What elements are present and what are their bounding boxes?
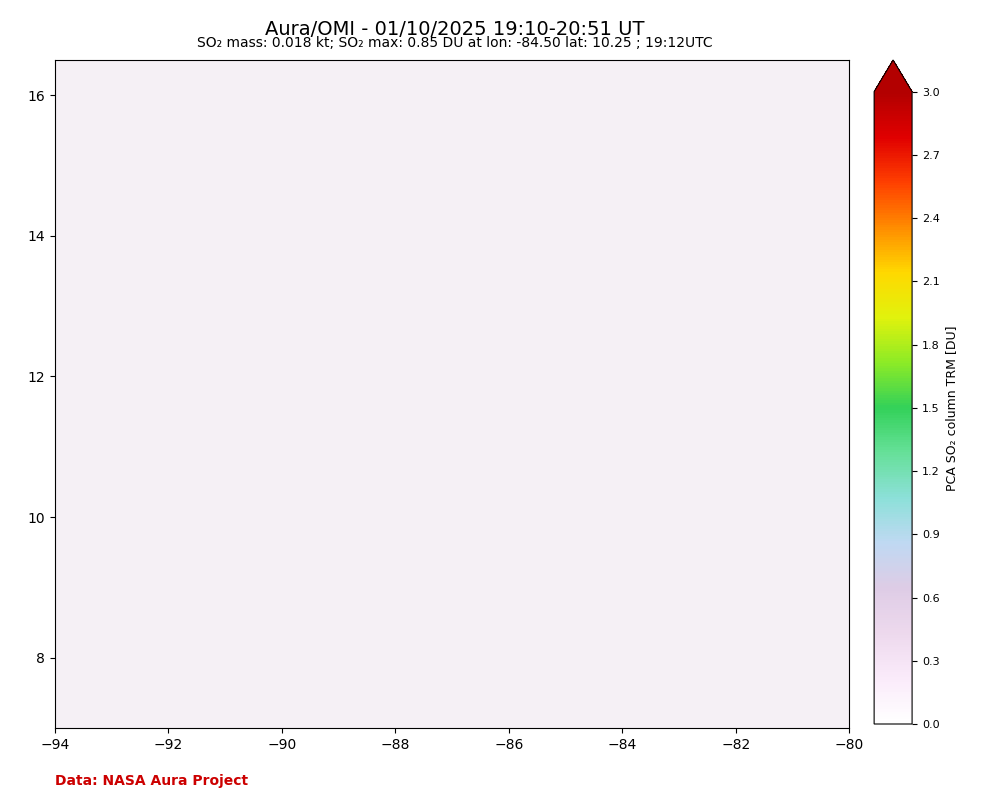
Polygon shape (679, 60, 877, 728)
Text: Aura/OMI - 01/10/2025 19:10-20:51 UT: Aura/OMI - 01/10/2025 19:10-20:51 UT (265, 20, 644, 39)
Text: SO₂ mass: 0.018 kt; SO₂ max: 0.85 DU at lon: -84.50 lat: 10.25 ; 19:12UTC: SO₂ mass: 0.018 kt; SO₂ max: 0.85 DU at … (197, 36, 712, 50)
PathPatch shape (874, 60, 912, 92)
Y-axis label: PCA SO₂ column TRM [DU]: PCA SO₂ column TRM [DU] (945, 325, 958, 490)
FancyBboxPatch shape (38, 39, 866, 749)
Text: Data: NASA Aura Project: Data: NASA Aura Project (55, 774, 248, 788)
